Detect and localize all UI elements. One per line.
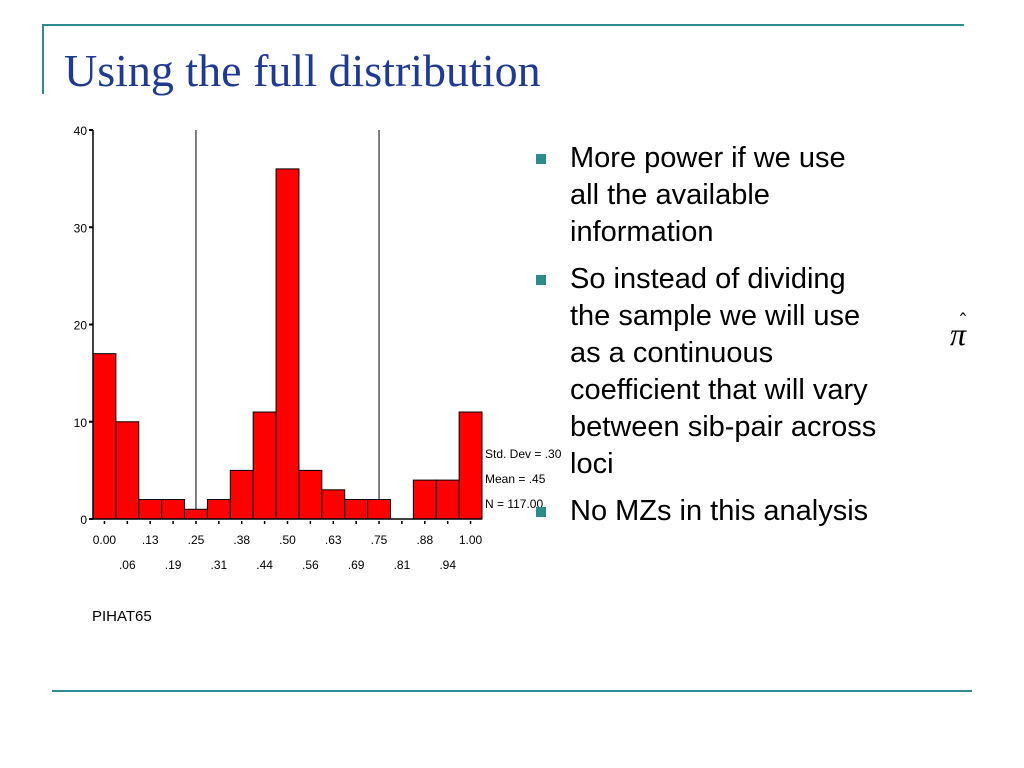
y-tick-label: 30 [74,221,88,235]
x-tick-label: .69 [348,558,365,572]
histogram-bar [321,489,346,520]
bullet-line: all the available [570,179,770,211]
histogram-bar [275,168,300,520]
chart-tick-labels: 0 10 20 30 40 0.00.06 .13 .19 .25 .31 .38 .44 .50 .56… [74,124,483,572]
x-tick-label: .63 [325,533,342,547]
histogram-chart: 0 10 20 30 40 0.00.06 .13 .19 .25 .31 .38 .44 .50 .56… [74,124,562,625]
chart-axes [89,129,482,524]
chart-stat-label: Mean = .45 [485,472,546,486]
histogram-bar [206,499,231,520]
left-rule [42,24,44,94]
bullet-item: No MZs in this analysis [534,493,994,530]
square-bullet-icon [536,275,546,285]
x-tick-label: .38 [233,533,250,547]
bullet-line: coefficient that will vary [570,374,868,406]
histogram-bar [229,469,254,520]
histogram-bar [115,421,140,520]
x-tick-label: .81 [394,558,411,572]
x-tick-label: .13 [142,533,159,547]
histogram-bar [92,353,117,520]
chart-reference-lines [195,130,380,519]
histogram-bar [344,499,369,520]
bullet-line: More power if we use [570,142,846,174]
histogram-bar [412,479,437,520]
bullet-list: More power if we use all the available inf… [534,140,994,540]
pi-hat-accent: ˆ [958,309,968,333]
bullet-line: the sample we will use [570,300,861,332]
bullet-line: loci [570,448,614,480]
x-tick-label: .56 [302,558,319,572]
square-bullet-icon [536,154,546,164]
x-tick-label: 1.00 [459,533,483,547]
histogram-bar [435,479,460,520]
pi-hat-symbol: π [950,316,967,352]
histogram-bar [298,469,323,520]
x-tick-label: 0.00 [93,533,117,547]
histogram-bar [161,499,186,520]
histogram-bar [138,499,163,520]
x-tick-label: .19 [165,558,182,572]
y-tick-label: 0 [80,513,87,527]
x-tick-label: .94 [439,558,456,572]
bullet-line: information [570,216,714,248]
x-tick-label: .44 [256,558,273,572]
histogram-bar [367,499,391,520]
y-tick-label: 10 [74,416,88,430]
x-tick-label: .88 [416,533,433,547]
bullet-line: No MZs in this analysis [570,495,869,527]
bullet-line: between sib-pair across [570,411,877,443]
square-bullet-icon [536,507,546,517]
bullet-item: More power if we use all the available inf… [534,140,994,251]
x-tick-label: .50 [279,533,296,547]
histogram-bar [184,508,208,520]
x-tick-label: .25 [188,533,205,547]
x-axis-label: PIHAT65 [92,608,152,625]
x-tick-label: .75 [371,533,388,547]
chart-stats: Std. Dev = .30 Mean = .45 N = 117.00 [485,447,562,511]
bullet-line: So instead of dividing [570,263,846,295]
chart-stat-label: Std. Dev = .30 [485,447,562,461]
x-tick-label: .06 [119,558,136,572]
y-tick-label: 20 [74,319,88,333]
histogram-bar [458,411,483,520]
y-tick-label: 40 [74,124,88,138]
chart-bars [92,168,483,520]
bottom-rule [52,690,972,692]
bullet-item: So instead of dividing the sample we will… [534,261,994,483]
slide-title: Using the full distribution [64,45,541,96]
bullet-line: as a continuous [570,337,774,369]
top-rule [42,24,964,26]
histogram-bar [252,411,277,520]
x-tick-label: .31 [211,558,228,572]
chart-stat-label: N = 117.00 [485,497,543,511]
